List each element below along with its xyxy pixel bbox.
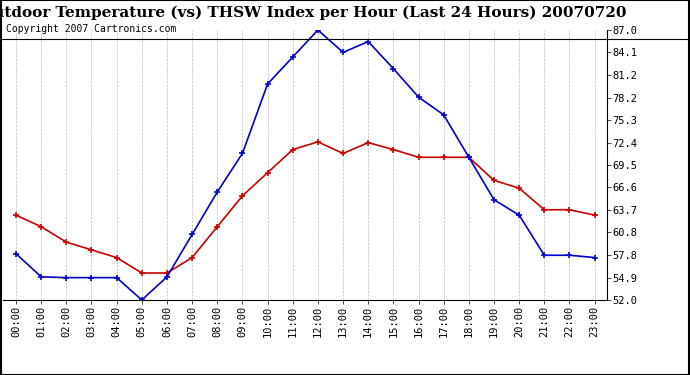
Text: Copyright 2007 Cartronics.com: Copyright 2007 Cartronics.com <box>6 24 176 34</box>
Text: Outdoor Temperature (vs) THSW Index per Hour (Last 24 Hours) 20070720: Outdoor Temperature (vs) THSW Index per … <box>0 6 627 20</box>
